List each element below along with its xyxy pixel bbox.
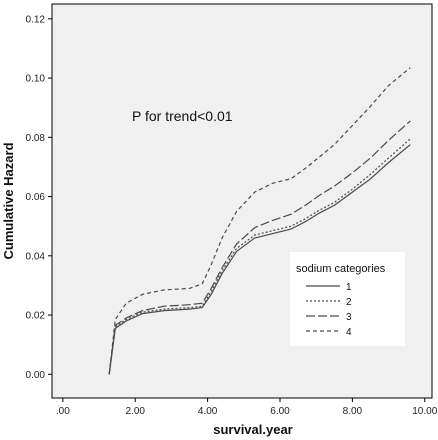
- y-axis-title: Cumulative Hazard: [1, 142, 16, 259]
- series-layer: [108, 67, 411, 375]
- legend: sodium categories 1 2 3 4: [290, 252, 405, 346]
- y-tick-label: 0.06: [26, 192, 46, 203]
- legend-box: [290, 252, 405, 346]
- series-line-3: [108, 120, 411, 375]
- x-tick-label: 10.00: [412, 406, 437, 417]
- legend-label-3: 3: [346, 312, 352, 323]
- x-tick-label: 2.00: [126, 406, 146, 417]
- x-tick-label: 4.00: [198, 406, 218, 417]
- y-tick-label: 0.12: [26, 14, 46, 25]
- legend-label-2: 2: [346, 297, 352, 308]
- y-tick-label: 0.10: [26, 74, 46, 85]
- y-tick-label: 0.02: [26, 311, 46, 322]
- legend-label-1: 1: [346, 282, 352, 293]
- y-tick-label: 0.04: [26, 251, 46, 262]
- series-line-1: [108, 144, 411, 375]
- x-tick-label: .00: [56, 406, 70, 417]
- series-line-4: [108, 67, 411, 375]
- legend-title: sodium categories: [296, 263, 386, 275]
- y-tick-label: 0.08: [26, 133, 46, 144]
- legend-label-4: 4: [346, 327, 352, 338]
- legend-entries: 1 2 3 4: [306, 282, 352, 338]
- x-axis-title: survival.year: [213, 422, 293, 437]
- x-tick-label: 8.00: [343, 406, 363, 417]
- axes-layer: .00 2.00 4.00 6.00 8.00 10.00 0.00 0.02 0.04 0.06…: [26, 14, 438, 417]
- series-line-2: [108, 138, 411, 375]
- x-tick-label: 6.00: [270, 406, 290, 417]
- p-trend-annotation: P for trend<0.01: [132, 108, 233, 124]
- y-tick-label: 0.00: [26, 370, 46, 381]
